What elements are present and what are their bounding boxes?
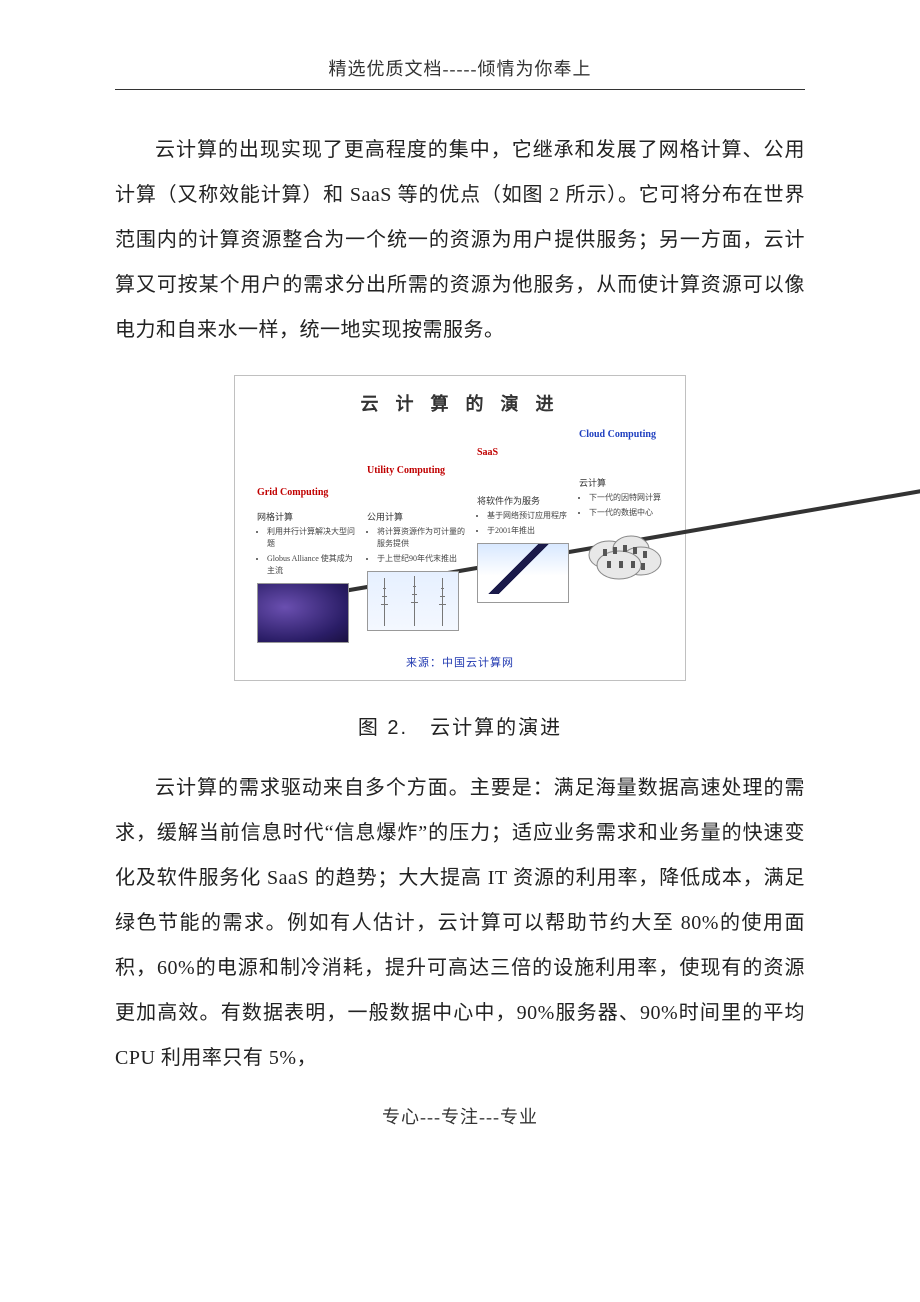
col-bullets-2: 基于网络预订应用程序于2001年推出 <box>477 510 577 537</box>
col-thumb-1 <box>367 571 459 631</box>
col-cn-head-2: 将软件作为服务 <box>477 494 577 507</box>
col-thumb-3 <box>579 525 671 585</box>
figure-caption: 图 2. 云计算的演进 <box>115 711 805 740</box>
figure-chart: Grid Computing 网格计算利用并行计算解决大型问题Globus All… <box>243 422 677 648</box>
col-cn-head-3: 云计算 <box>579 476 679 489</box>
figure-title: 云 计 算 的 演 进 <box>235 376 685 422</box>
col-thumb-2 <box>477 543 569 603</box>
col-body-0: 网格计算利用并行计算解决大型问题Globus Alliance 使其成为主流 <box>257 506 357 643</box>
col-cn-head-1: 公用计算 <box>367 510 467 523</box>
figure: 云 计 算 的 演 进 Grid Computing 网格计算利用并行计算解决大型… <box>234 375 686 681</box>
page: 精选优质文档-----倾情为你奉上 云计算的出现实现了更高程度的集中，它继承和发… <box>0 0 920 1169</box>
page-header: 精选优质文档-----倾情为你奉上 <box>115 55 805 90</box>
col-en-label-2: SaaS <box>477 442 577 460</box>
paragraph-2: 云计算的需求驱动来自多个方面。主要是：满足海量数据高速处理的需求，缓解当前信息时… <box>115 766 805 1081</box>
col-cn-head-0: 网格计算 <box>257 510 357 523</box>
col-body-3: 云计算下一代的因特网计算下一代的数据中心 <box>579 472 679 585</box>
col-thumb-0 <box>257 583 349 643</box>
paragraph-1: 云计算的出现实现了更高程度的集中，它继承和发展了网格计算、公用计算（又称效能计算… <box>115 128 805 353</box>
col-body-1: 公用计算将计算资源作为可计量的服务提供于上世纪90年代末推出 <box>367 506 467 631</box>
col-bullets-0: 利用并行计算解决大型问题Globus Alliance 使其成为主流 <box>257 526 357 577</box>
figure-container: 云 计 算 的 演 进 Grid Computing 网格计算利用并行计算解决大型… <box>115 375 805 681</box>
page-footer: 专心---专注---专业 <box>115 1103 805 1129</box>
col-bullets-1: 将计算资源作为可计量的服务提供于上世纪90年代末推出 <box>367 526 467 565</box>
col-en-label-3: Cloud Computing <box>579 424 679 442</box>
col-bullets-3: 下一代的因特网计算下一代的数据中心 <box>579 492 679 519</box>
col-body-2: 将软件作为服务基于网络预订应用程序于2001年推出 <box>477 490 577 603</box>
col-en-label-0: Grid Computing <box>257 482 357 500</box>
col-en-label-1: Utility Computing <box>367 460 467 478</box>
figure-source: 来源：中国云计算网 <box>235 648 685 680</box>
